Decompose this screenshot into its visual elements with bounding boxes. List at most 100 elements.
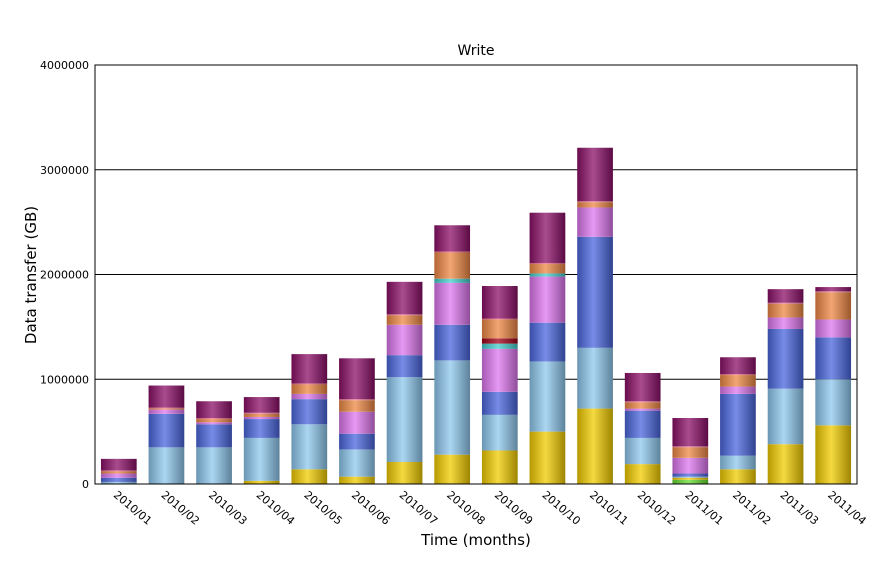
bar-segment	[243, 480, 280, 484]
bar-segment	[291, 384, 328, 394]
bar-segment	[243, 413, 280, 417]
bar-segment	[481, 414, 518, 451]
bar-segment	[529, 212, 566, 263]
bar-segment	[815, 292, 852, 320]
y-tick-label: 3000000	[40, 164, 89, 177]
bar-segment	[815, 337, 852, 380]
bar-segment	[434, 252, 471, 279]
bar-segment	[434, 225, 471, 252]
bar-segment	[434, 251, 471, 253]
bar-segment	[577, 408, 613, 484]
bar-segment	[672, 446, 709, 448]
bar-segment	[529, 273, 566, 277]
bar-segment	[386, 462, 423, 484]
bar-segment	[767, 444, 804, 484]
bar-segment	[672, 477, 709, 480]
bar-segment	[386, 314, 423, 316]
bar-segment	[481, 286, 518, 319]
bar-segment	[624, 408, 661, 411]
bar-segment	[339, 476, 375, 484]
bar-segment	[624, 437, 661, 465]
bar-segment	[434, 278, 471, 283]
bar-segment	[529, 264, 566, 274]
bar-segment	[481, 348, 518, 392]
bar-segment	[529, 322, 566, 362]
y-tick-label: 0	[82, 478, 89, 491]
bar-segment	[339, 400, 375, 412]
bar-segment	[577, 147, 613, 202]
bar-segment	[767, 302, 804, 304]
bar-segment	[481, 338, 518, 344]
x-tick-label: 2010/04	[254, 488, 297, 527]
bar-segment	[386, 315, 423, 325]
bar-segment	[196, 418, 232, 420]
bar-segment	[434, 324, 471, 361]
x-tick-label: 2011/03	[778, 488, 821, 527]
x-tick-label: 2010/01	[111, 488, 154, 527]
bar-segment	[386, 324, 423, 356]
bar-segment	[481, 450, 518, 484]
bar-segment	[196, 419, 232, 423]
bar-segment	[481, 343, 518, 349]
bar-segment	[577, 207, 613, 237]
y-tick-label: 2000000	[40, 269, 89, 282]
x-tick-label: 2010/12	[635, 488, 678, 527]
bar-segment	[481, 319, 518, 339]
bar-segment	[148, 408, 185, 410]
x-tick-label: 2010/11	[587, 488, 630, 527]
grid-layer	[95, 169, 857, 380]
bar-segment	[243, 419, 280, 438]
bar-segment	[624, 401, 661, 403]
x-tick-label: 2010/07	[397, 488, 440, 527]
bar-segment	[577, 347, 613, 409]
bar-segment	[672, 457, 709, 474]
x-tick-labels: 2010/01 2010/02 2010/03 2010/04 2010/05 2010/…	[111, 488, 869, 527]
bar-segment	[481, 391, 518, 415]
bar-segment	[339, 433, 375, 450]
x-tick-label: 2011/01	[682, 488, 725, 527]
bar-segment	[100, 481, 137, 484]
x-tick-label: 2010/08	[444, 488, 487, 527]
bar-segment	[291, 393, 328, 400]
bar-segment	[720, 375, 756, 387]
bar-segment	[243, 437, 280, 481]
bar-segment	[672, 479, 709, 484]
bar-segment	[148, 447, 185, 484]
bar-segment	[767, 317, 804, 329]
bar-segment	[529, 276, 566, 323]
bar-segment	[577, 201, 613, 203]
bar-segment	[291, 469, 328, 484]
bar-segment	[339, 411, 375, 434]
bar-segment	[672, 418, 709, 447]
bar-segment	[196, 424, 232, 448]
bar-segment	[434, 454, 471, 484]
bar-segment	[196, 422, 232, 425]
bar-segment	[767, 388, 804, 445]
bar-segment	[720, 393, 756, 456]
x-tick-label: 2011/04	[825, 488, 868, 527]
bar-segment	[100, 477, 137, 482]
x-tick-label: 2010/10	[540, 488, 583, 527]
bar-segment	[720, 374, 756, 376]
bar-segment	[577, 202, 613, 208]
x-tick-label: 2011/02	[730, 488, 773, 527]
y-tick-label: 4000000	[40, 59, 89, 72]
bar-segment	[434, 282, 471, 325]
plot-frame	[94, 64, 858, 485]
bar-segment	[815, 319, 852, 338]
bar-segment	[815, 425, 852, 484]
bar-segment	[481, 318, 518, 320]
y-axis-label: Data transfer (GB)	[22, 206, 40, 344]
bar-segment	[767, 328, 804, 389]
bar-segment	[243, 416, 280, 420]
bar-segment	[720, 469, 756, 484]
bar-segment	[720, 455, 756, 470]
bars-layer	[100, 147, 852, 484]
bar-segment	[148, 385, 185, 408]
bar-segment	[339, 449, 375, 477]
x-tick-label: 2010/02	[159, 488, 202, 527]
bar-segment	[624, 464, 661, 484]
bar-segment	[815, 287, 852, 292]
